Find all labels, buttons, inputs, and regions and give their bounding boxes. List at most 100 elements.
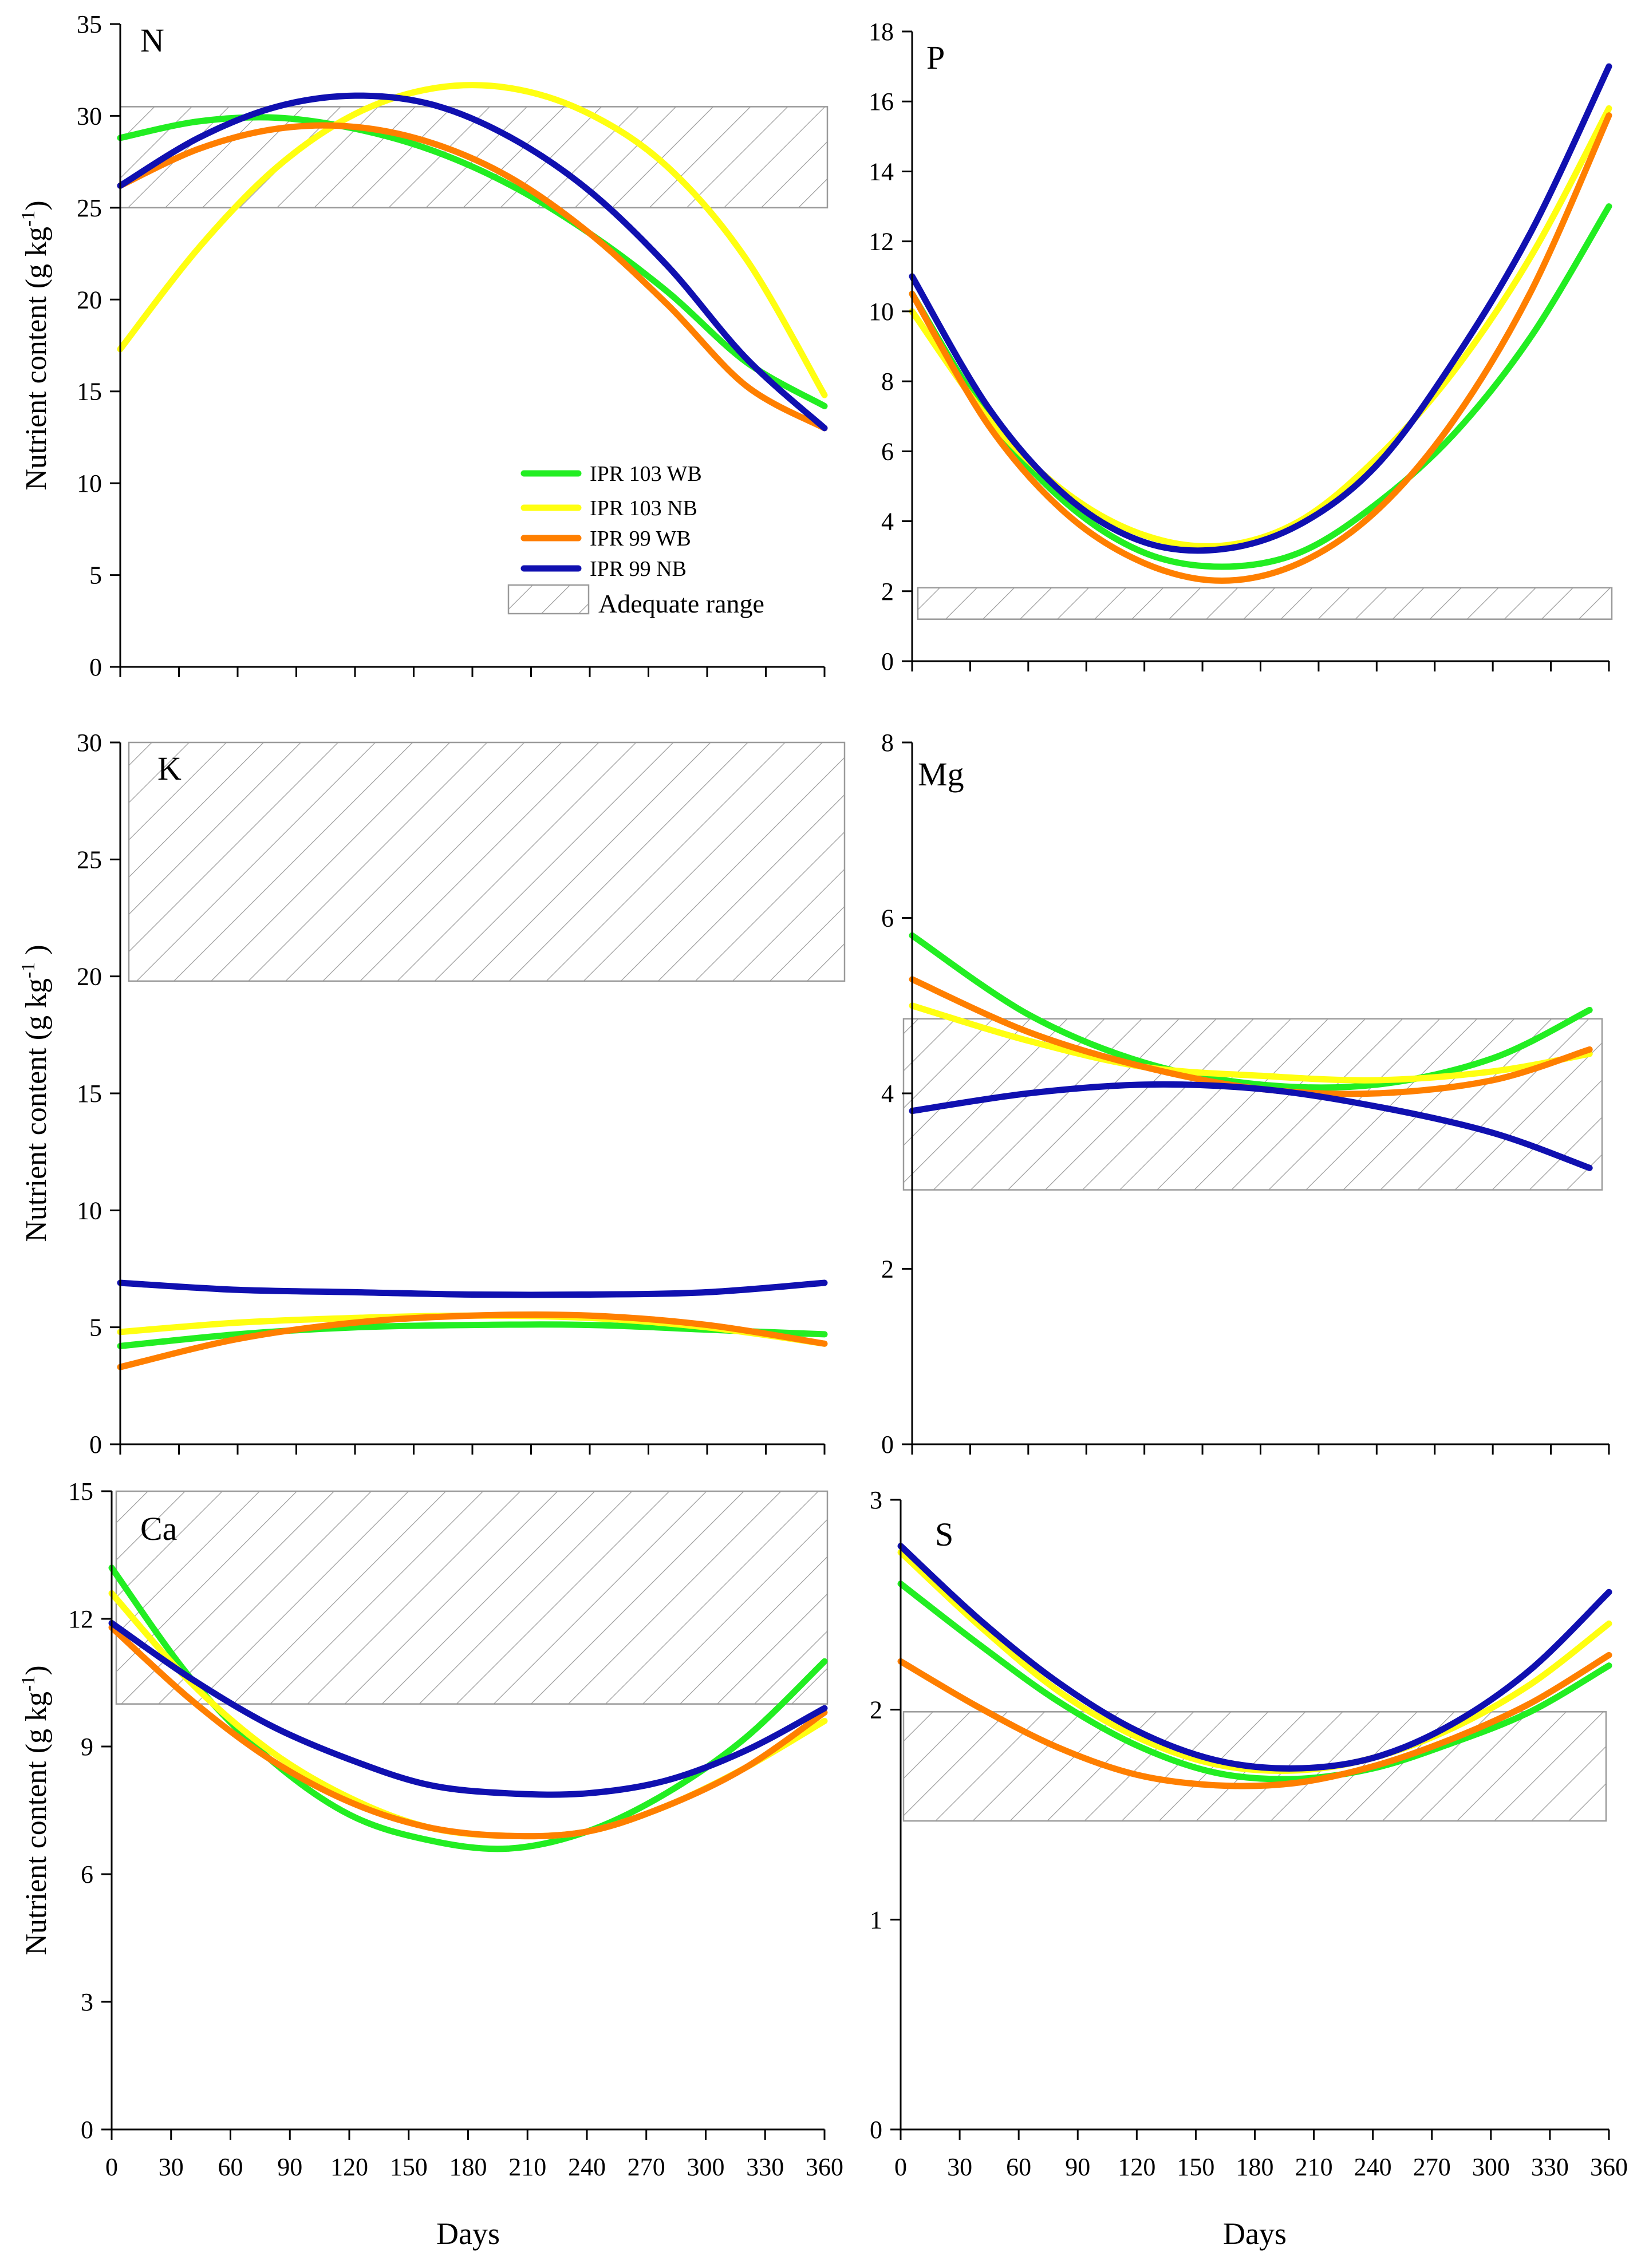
x-tick-label-ca: 240: [568, 2153, 606, 2181]
y-tick-label-p: 12: [869, 228, 894, 256]
adequate-range-mg: [902, 1018, 1603, 1191]
adequate-range-p: [917, 587, 1613, 620]
series-mg-ipr103nb: [909, 1002, 1593, 1084]
y-axis-label-sup: -1: [18, 211, 39, 227]
y-axis-label-close: ): [20, 945, 53, 962]
series-ca-ipr99wb: [108, 1624, 828, 1840]
y-tick-label-n: 30: [77, 102, 102, 130]
y-tick-label-n: 10: [77, 469, 102, 497]
series-s-ipr99wb: [897, 1651, 1612, 1789]
x-tick-label-ca: 60: [218, 2153, 243, 2181]
panel-n: 0 5 10 15 20 25 30 35 N Nutrient content (g kg-1): [18, 10, 829, 681]
x-tick-label-s: 360: [1590, 2153, 1628, 2181]
y-tick-label-s: 3: [870, 1486, 882, 1514]
x-tick-label-s: 60: [1006, 2153, 1031, 2181]
panel-label-s: S: [935, 1516, 953, 1553]
legend-range-label: Adequate range: [598, 589, 764, 618]
series-n-ipr99nb: [117, 92, 828, 432]
series-s-ipr103nb: [897, 1549, 1612, 1774]
series-s-ipr103wb: [897, 1581, 1612, 1783]
x-axis-label-s: Days: [1223, 2216, 1287, 2251]
x-tick-label-s: 90: [1065, 2153, 1090, 2181]
y-axis-label-close: ): [20, 1665, 53, 1675]
panel-k: 0 5 10 15 20 25 30 K Nutrient content (g kg-1 ): [18, 729, 846, 1459]
y-tick-label-mg: 6: [881, 904, 894, 933]
y-tick-label-n: 0: [89, 653, 102, 681]
y-tick-label-k: 5: [89, 1314, 102, 1342]
y-tick-label-k: 20: [77, 963, 102, 991]
adequate-range-k: [128, 741, 846, 982]
y-tick-label-s: 2: [870, 1696, 882, 1724]
series-k-ipr99wb: [117, 1311, 828, 1370]
chart-legend: IPR 103 WB IPR 103 NB IPR 99 WB IPR 99 N…: [507, 462, 764, 618]
x-tick-label-s: 270: [1413, 2153, 1451, 2181]
series-p-ipr99nb: [909, 63, 1612, 554]
y-tick-label-n: 5: [89, 562, 102, 590]
y-axis-label-sup: -1: [18, 1676, 39, 1692]
x-tick-label-s: 210: [1295, 2153, 1333, 2181]
y-tick-label-n: 35: [77, 10, 102, 38]
x-tick-label-s: 330: [1531, 2153, 1569, 2181]
y-tick-label-s: 1: [870, 1906, 882, 1934]
x-tick-label-ca: 270: [628, 2153, 665, 2181]
x-tick-label-s: 30: [947, 2153, 972, 2181]
x-tick-label-ca: 0: [105, 2153, 118, 2181]
series-n-ipr99wb: [117, 122, 828, 432]
panel-label-n: N: [140, 22, 164, 59]
x-tick-label-ca: 90: [277, 2153, 302, 2181]
x-tick-label-s: 0: [894, 2153, 907, 2181]
y-tick-label-n: 20: [77, 286, 102, 314]
y-tick-label-p: 6: [881, 437, 894, 465]
y-tick-label-ca: 15: [68, 1477, 93, 1506]
x-tick-label-ca: 210: [508, 2153, 546, 2181]
x-tick-label-s: 120: [1118, 2153, 1155, 2181]
y-tick-label-k: 10: [77, 1196, 102, 1224]
panel-label-p: P: [926, 39, 945, 76]
y-axis-label-main: Nutrient content (g kg: [20, 227, 53, 491]
y-tick-label-p: 16: [869, 88, 894, 116]
y-tick-label-p: 14: [869, 157, 894, 185]
y-tick-label-k: 15: [77, 1080, 102, 1108]
y-tick-label-k: 25: [77, 845, 102, 874]
series-p-ipr103nb: [909, 105, 1612, 550]
y-tick-label-p: 10: [869, 298, 894, 326]
y-axis-label-k: Nutrient content (g kg-1 ): [18, 945, 53, 1242]
y-tick-label-ca: 12: [68, 1605, 93, 1633]
y-tick-label-k: 0: [89, 1431, 102, 1459]
y-tick-label-ca: 0: [81, 2116, 93, 2144]
y-tick-label-k: 30: [77, 729, 102, 757]
panel-label-mg: Mg: [918, 756, 964, 793]
y-tick-label-p: 4: [881, 508, 894, 536]
series-k-ipr99nb: [117, 1279, 828, 1298]
x-tick-label-s: 180: [1236, 2153, 1274, 2181]
y-tick-label-mg: 0: [881, 1431, 894, 1459]
panel-label-k: K: [157, 750, 182, 787]
x-tick-label-ca: 150: [390, 2153, 428, 2181]
x-tick-label-ca: 330: [746, 2153, 784, 2181]
y-tick-label-n: 15: [77, 378, 102, 406]
legend-label-ipr99wb: IPR 99 WB: [590, 527, 691, 551]
legend-label-ipr103nb: IPR 103 NB: [590, 496, 697, 520]
x-axis-label-ca: Days: [436, 2216, 500, 2251]
series-mg-ipr103wb: [909, 932, 1593, 1091]
y-axis-label-ca: Nutrient content (g kg-1): [18, 1665, 53, 1955]
y-tick-label-mg: 4: [881, 1080, 894, 1108]
x-tick-label-s: 300: [1472, 2153, 1510, 2181]
y-tick-label-ca: 9: [81, 1733, 93, 1761]
adequate-range-ca: [115, 1490, 829, 1705]
y-tick-label-n: 25: [77, 194, 102, 222]
y-axis-label-close: ): [20, 200, 53, 210]
y-axis-label-n: Nutrient content (g kg-1): [18, 200, 53, 490]
x-tick-label-ca: 180: [449, 2153, 487, 2181]
y-tick-label-ca: 6: [81, 1860, 93, 1888]
series-mg-ipr99nb: [909, 1081, 1593, 1171]
y-tick-label-ca: 3: [81, 1988, 93, 2016]
x-tick-label-ca: 360: [806, 2153, 843, 2181]
y-axis-label-sup: -1: [18, 962, 39, 978]
series-p-ipr103wb: [909, 203, 1612, 570]
y-tick-label-mg: 8: [881, 729, 894, 757]
